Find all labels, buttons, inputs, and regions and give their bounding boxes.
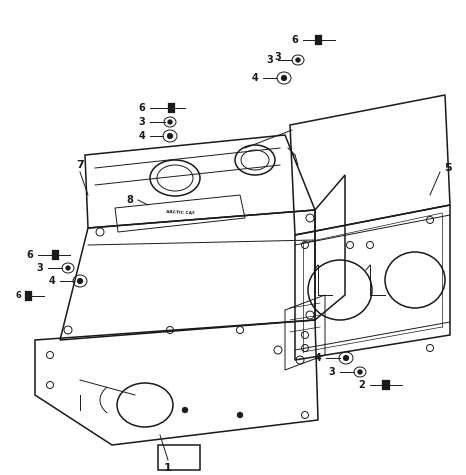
Bar	[52, 250, 59, 260]
Ellipse shape	[66, 266, 70, 270]
Bar	[168, 103, 175, 113]
Bar	[315, 35, 322, 45]
Ellipse shape	[295, 57, 301, 63]
Ellipse shape	[343, 355, 349, 361]
Text: 6: 6	[15, 292, 21, 301]
Bar	[382, 380, 390, 390]
Bar	[25, 291, 32, 301]
Text: 3: 3	[274, 52, 281, 62]
Text: ARCTIC CAT: ARCTIC CAT	[165, 210, 194, 216]
Text: 4: 4	[138, 131, 145, 141]
Text: 4: 4	[252, 73, 258, 83]
Text: 3: 3	[329, 367, 336, 377]
Text: 3: 3	[138, 117, 145, 127]
Text: 1: 1	[164, 463, 172, 473]
Text: 7: 7	[76, 160, 84, 170]
Ellipse shape	[281, 75, 287, 81]
Text: 6: 6	[27, 250, 34, 260]
Text: 5: 5	[444, 163, 452, 173]
Ellipse shape	[167, 133, 173, 139]
Text: 6: 6	[292, 35, 298, 45]
Text: 4: 4	[48, 276, 55, 286]
Text: 3: 3	[37, 263, 43, 273]
Ellipse shape	[182, 407, 188, 413]
Text: 2: 2	[359, 380, 365, 390]
Text: 4: 4	[315, 353, 322, 363]
Text: 6: 6	[138, 103, 145, 113]
Ellipse shape	[237, 412, 243, 418]
Text: 3: 3	[267, 55, 274, 65]
Ellipse shape	[77, 278, 83, 284]
Ellipse shape	[357, 370, 363, 374]
Text: 8: 8	[127, 195, 133, 205]
Ellipse shape	[167, 120, 172, 124]
